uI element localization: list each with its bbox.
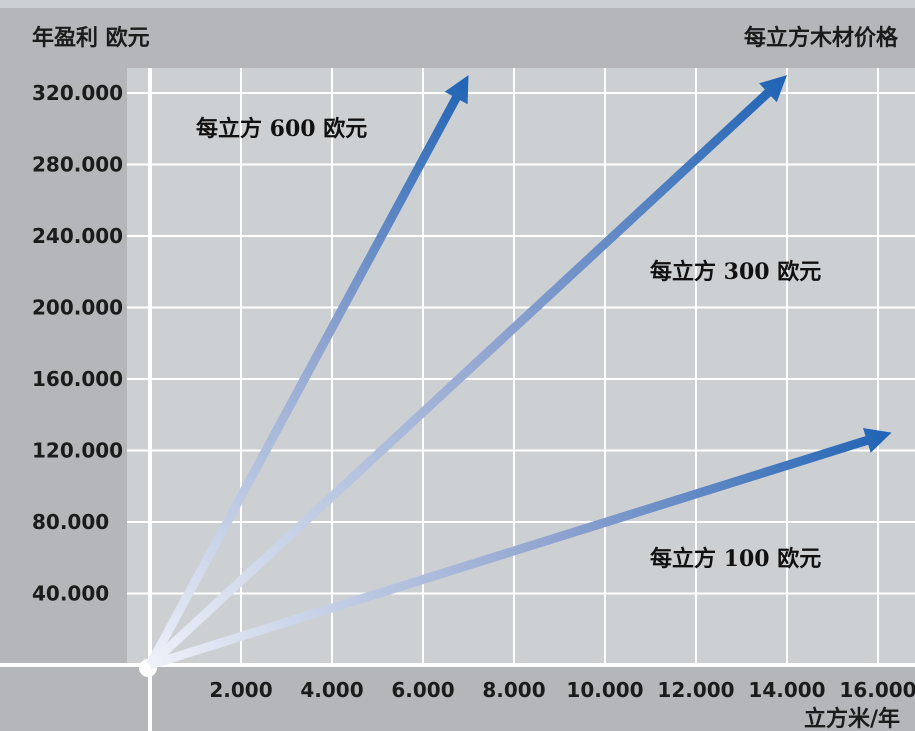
y-tick-label: 160.000: [32, 367, 123, 391]
x-tick-labels: 2.000 4.000 6.000 8.000 10.000 12.000 14.000 16…: [209, 678, 915, 702]
y-tick-label: 40.000: [32, 582, 109, 606]
series-arrow: [146, 75, 469, 668]
legend-title: 每立方木材价格: [744, 25, 899, 51]
x-tick-label: 10.000: [566, 678, 643, 702]
top-band: [0, 8, 915, 68]
x-tick-label: 12.000: [657, 678, 734, 702]
y-tick-label: 240.000: [32, 224, 123, 248]
series-arrows: [146, 75, 892, 670]
series-label-100: 每立方 100 欧元: [650, 546, 821, 572]
series-label-300: 每立方 300 欧元: [650, 259, 821, 285]
x-tick-label: 16.000: [839, 678, 915, 702]
x-axis-title: 立方米/年: [804, 706, 900, 731]
bottom-band: [0, 665, 915, 731]
x-tick-label: 6.000: [391, 678, 454, 702]
x-tick-label: 8.000: [482, 678, 545, 702]
series-label-600: 每立方 600 欧元: [196, 116, 367, 142]
y-axis-title: 年盈利 欧元: [32, 25, 150, 51]
x-tick-label: 2.000: [209, 678, 272, 702]
y-tick-label: 120.000: [32, 439, 123, 463]
series-arrow: [146, 75, 787, 669]
x-tick-label: 4.000: [300, 678, 363, 702]
x-tick-label: 14.000: [748, 678, 825, 702]
y-tick-label: 200.000: [32, 296, 123, 320]
gridlines: [127, 68, 915, 665]
y-tick-label: 280.000: [32, 153, 123, 177]
y-tick-labels: 40.000 80.000 120.000 160.000 200.000 240.000…: [32, 81, 123, 606]
y-tick-label: 320.000: [32, 81, 123, 105]
series-arrow: [148, 428, 892, 670]
left-band: [0, 68, 127, 665]
y-tick-label: 80.000: [32, 510, 109, 534]
